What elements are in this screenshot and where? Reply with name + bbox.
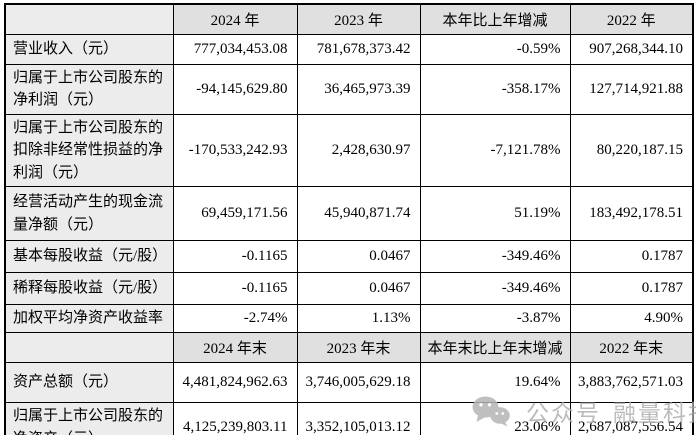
cell-2022: 183,492,178.51	[569, 186, 694, 241]
cell-2024: 69,459,171.56	[172, 186, 298, 241]
cell-2023: 2,428,630.97	[296, 113, 421, 187]
cell-2024: 777,034,453.08	[172, 33, 298, 65]
cell-2024: -170,533,242.93	[172, 113, 298, 187]
cell-2024: -2.74%	[172, 304, 298, 333]
header-2023-end: 2023 年末	[296, 332, 421, 363]
row-label: 稀释每股收益（元/股）	[4, 272, 174, 305]
row-label: 归属于上市公司股东的扣除非经常性损益的净利润（元）	[4, 113, 174, 187]
table-row: 资产总额（元） 4,481,824,962.63 3,746,005,629.1…	[4, 362, 694, 403]
header-2022: 2022 年	[569, 3, 694, 35]
table-row: 加权平均净资产收益率 -2.74% 1.13% -3.87% 4.90%	[4, 304, 694, 333]
cell-2024: -94,145,629.80	[172, 63, 298, 115]
cell-2022: 127,714,921.88	[569, 63, 694, 115]
row-label: 归属于上市公司股东的净资产（元）	[4, 402, 174, 435]
cell-change: -3.87%	[419, 304, 571, 333]
cell-change: -349.46%	[419, 240, 571, 273]
cell-2024: -0.1165	[172, 240, 298, 273]
period-end-header-row: 2024 年末 2023 年末 本年末比上年末增减 2022 年末	[4, 332, 694, 363]
cell-2022: 0.1787	[569, 240, 694, 273]
table-row: 归属于上市公司股东的扣除非经常性损益的净利润（元） -170,533,242.9…	[4, 113, 694, 187]
header-2022-end: 2022 年末	[569, 332, 694, 363]
cell-2022: 2,687,087,556.54	[569, 402, 694, 435]
cell-2023: 1.13%	[296, 304, 421, 333]
cell-2023: 781,678,373.42	[296, 33, 421, 65]
header-change: 本年比上年增减	[419, 3, 571, 35]
header-change-end: 本年末比上年末增减	[419, 332, 571, 363]
cell-2024: 4,481,824,962.63	[172, 362, 298, 403]
cell-2022: 80,220,187.15	[569, 113, 694, 187]
annual-header-row: 2024 年 2023 年 本年比上年增减 2022 年	[4, 3, 694, 35]
cell-2023: 36,465,973.39	[296, 63, 421, 115]
cell-2024: -0.1165	[172, 272, 298, 305]
cell-change: 23.06%	[419, 402, 571, 435]
cell-2023: 3,352,105,013.12	[296, 402, 421, 435]
table-row: 营业收入（元） 777,034,453.08 781,678,373.42 -0…	[4, 33, 694, 65]
header-2024-end: 2024 年末	[172, 332, 298, 363]
table-row: 基本每股收益（元/股） -0.1165 0.0467 -349.46% 0.17…	[4, 240, 694, 273]
row-label: 经营活动产生的现金流量净额（元）	[4, 186, 174, 241]
header-2024: 2024 年	[172, 3, 298, 35]
header-2023: 2023 年	[296, 3, 421, 35]
cell-2022: 907,268,344.10	[569, 33, 694, 65]
cell-change: -0.59%	[419, 33, 571, 65]
cell-2023: 45,940,871.74	[296, 186, 421, 241]
cell-change: -358.17%	[419, 63, 571, 115]
cell-2022: 3,883,762,571.03	[569, 362, 694, 403]
cell-change: 19.64%	[419, 362, 571, 403]
cell-2024: 4,125,239,803.11	[172, 402, 298, 435]
row-label: 归属于上市公司股东的净利润（元）	[4, 63, 174, 115]
cell-2023: 3,746,005,629.18	[296, 362, 421, 403]
table-row: 归属于上市公司股东的净利润（元） -94,145,629.80 36,465,9…	[4, 63, 694, 115]
cell-change: -349.46%	[419, 272, 571, 305]
cell-2022: 0.1787	[569, 272, 694, 305]
corner-cell	[4, 3, 174, 35]
table-row: 归属于上市公司股东的净资产（元） 4,125,239,803.11 3,352,…	[4, 402, 694, 435]
cell-change: 51.19%	[419, 186, 571, 241]
financial-summary-table: 2024 年 2023 年 本年比上年增减 2022 年 营业收入（元） 777…	[4, 3, 694, 435]
table-row: 稀释每股收益（元/股） -0.1165 0.0467 -349.46% 0.17…	[4, 272, 694, 305]
row-label: 资产总额（元）	[4, 362, 174, 403]
cell-change: -7,121.78%	[419, 113, 571, 187]
cell-2022: 4.90%	[569, 304, 694, 333]
row-label: 营业收入（元）	[4, 33, 174, 65]
cell-2023: 0.0467	[296, 240, 421, 273]
row-label: 基本每股收益（元/股）	[4, 240, 174, 273]
corner-cell	[4, 332, 174, 363]
row-label: 加权平均净资产收益率	[4, 304, 174, 333]
cell-2023: 0.0467	[296, 272, 421, 305]
table-row: 经营活动产生的现金流量净额（元） 69,459,171.56 45,940,87…	[4, 186, 694, 241]
